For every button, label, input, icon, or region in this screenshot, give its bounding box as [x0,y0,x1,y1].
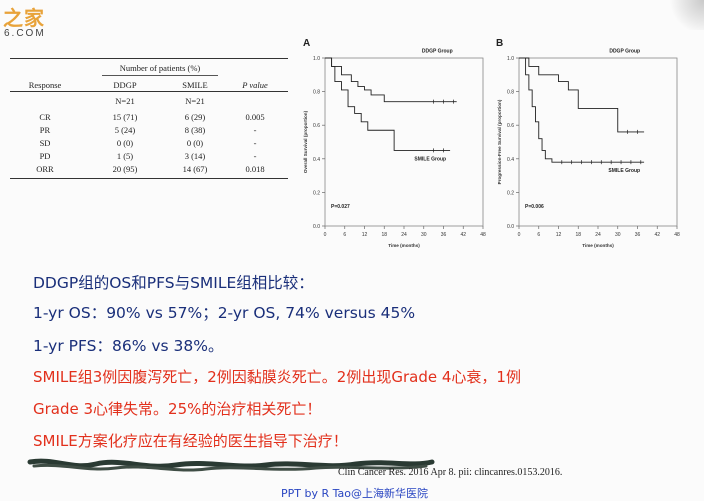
km-curve [519,57,645,133]
row-ddgp: 5 (24) [114,125,136,135]
row-ddgp: 15 (71) [112,112,138,122]
panel-a-label: A [303,38,311,49]
x-tick-label: 48 [480,232,486,238]
p-value-label: P=0.006 [525,204,544,210]
row-pvalue: 0.018 [245,164,265,174]
x-tick-label: 36 [635,232,641,238]
col-header-ddgp: DDGP [113,80,137,90]
km-curve [325,57,451,151]
row-label: ORR [36,164,54,174]
row-smile: 3 (14) [184,151,206,161]
x-tick-label: 0 [324,232,327,238]
watermark-logo: 之家 [3,6,45,30]
row-ddgp: 0 (0) [116,138,134,148]
x-tick-label: 24 [595,232,601,238]
series-label: DDGP Group [609,48,640,54]
plot-frame [324,57,484,227]
y-tick-label: 0.0 [507,224,514,230]
x-tick-label: 24 [401,232,407,238]
km-curve [519,57,645,163]
y-tick-label: 0.4 [507,157,514,163]
row-smile: 6 (29) [184,112,206,122]
footer-credit: PPT by R Tao@上海新华医院 [281,487,428,500]
row-smile: 8 (38) [184,125,206,135]
y-tick-label: 0.2 [507,190,514,196]
n-ddgp: N=21 [115,96,135,106]
y-tick-label: 0.6 [507,123,514,129]
n-smile: N=21 [185,96,205,106]
x-tick-label: 6 [343,232,346,238]
series-label: SMILE Group [414,156,446,162]
x-tick-label: 30 [421,232,427,238]
watermark-url: 6.COM [4,28,46,39]
km-curve [325,57,457,103]
row-pvalue: - [253,138,257,148]
row-smile: 14 (67) [182,164,208,174]
y-tick-label: 1.0 [507,56,514,62]
y-tick-label: 0.0 [313,224,320,230]
text-line: SMILE方案化疗应在有经验的医生指导下治疗！ [33,432,348,450]
y-tick-label: 0.8 [313,90,320,96]
col-header-smile: SMILE [182,80,208,90]
x-tick-label: 30 [615,232,621,238]
y-tick-label: 0.4 [313,157,320,163]
km-chart-a: 0.0 0.2 0.4 0.6 0.8 1.0 0 6 12 18 24 30 36 42 48 Time (… [303,48,486,248]
x-tick-label: 48 [674,232,680,238]
text-line: 1-yr PFS：86% vs 38%。 [33,337,224,355]
text-line: SMILE组3例因腹泻死亡，2例因黏膜炎死亡。2例出现Grade 4心衰，1例 [33,368,521,386]
col-header-response: Response [28,80,62,90]
x-tick-label: 18 [381,232,387,238]
x-tick-label: 42 [460,232,466,238]
panel-b-label: B [496,38,504,49]
group-header: Number of patients (%) [119,63,201,73]
x-tick-label: 18 [575,232,581,238]
row-smile: 0 (0) [186,138,204,148]
corner-shadow [670,0,704,30]
header-rule [10,91,288,92]
x-axis-label: Time (months) [388,243,420,248]
x-axis-label: Time (months) [582,243,614,248]
row-pvalue: 0.005 [245,112,265,122]
x-tick-label: 12 [362,232,368,238]
km-chart-b: 0.0 0.2 0.4 0.6 0.8 1.0 0 6 12 18 24 30 36 42 48 Time (… [497,48,680,248]
x-tick-label: 42 [654,232,660,238]
scribble-underline [27,458,435,472]
y-axis-label: Progression-Free Survival (proportion) [497,99,502,184]
x-tick-label: 12 [556,232,562,238]
x-tick-label: 36 [441,232,447,238]
p-value-label: P=0.027 [331,204,350,210]
y-tick-label: 1.0 [313,56,320,62]
series-label: SMILE Group [608,168,640,174]
row-label: CR [39,112,51,122]
y-axis-label: Overall Survival (proportion) [303,110,308,173]
col-header-pvalue: P value [242,80,268,90]
text-line: Grade 3心律失常。25%的治疗相关死亡！ [33,400,322,418]
row-label: PR [39,125,51,135]
table-bottom-rule [10,178,288,179]
y-tick-label: 0.6 [313,123,320,129]
row-label: PD [39,151,51,161]
x-tick-label: 0 [518,232,521,238]
row-ddgp: 1 (5) [116,151,134,161]
text-line: DDGP组的OS和PFS与SMILE组相比较： [33,274,314,292]
plot-frame [518,57,678,227]
y-tick-label: 0.8 [507,90,514,96]
group-header-rule [102,75,218,76]
row-ddgp: 20 (95) [112,164,138,174]
row-label: SD [39,138,51,148]
table-top-rule [10,58,288,59]
citation: Clin Cancer Res. 2016 Apr 8. pii: clinca… [338,467,563,478]
y-tick-label: 0.2 [313,190,320,196]
row-pvalue: - [253,125,257,135]
text-line: 1-yr OS：90% vs 57%；2-yr OS, 74% versus 4… [33,304,416,322]
row-pvalue: - [253,151,257,161]
x-tick-label: 6 [537,232,540,238]
series-label: DDGP Group [422,48,453,54]
